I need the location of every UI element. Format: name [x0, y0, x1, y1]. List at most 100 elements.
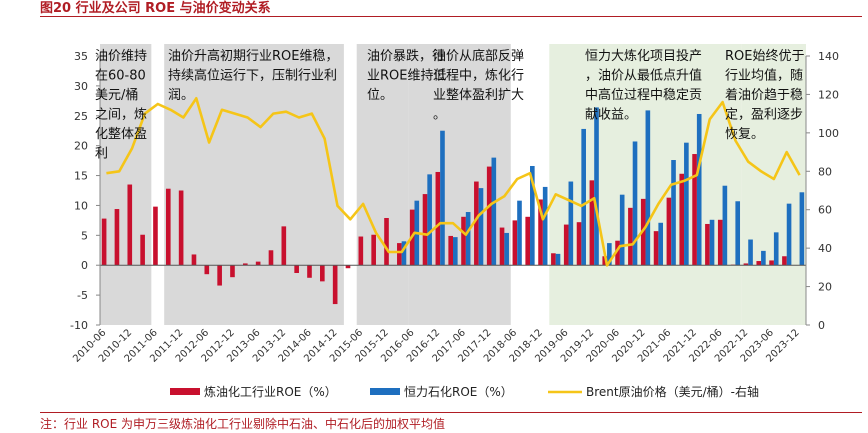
industry-roe-bar-2020-09: [628, 207, 633, 266]
industry-roe-bar-2023-03: [756, 261, 762, 266]
annotation-5: 恒力大炼化项目投产，油价从最低点升值中高位过程中稳定贡献收益。: [585, 48, 702, 123]
brent-line: [106, 97, 801, 267]
y-left-tick-label: 30: [74, 80, 88, 93]
industry-roe-bar-2014-09: [320, 265, 325, 282]
hengli-roe-bar-2022-09: [735, 201, 741, 266]
hengli-roe-bar-2021-12: [696, 113, 702, 266]
y-right-tick-label: 120: [818, 88, 839, 101]
hengli-roe-bar-2016-03: [401, 241, 407, 266]
industry-roe-bar-2017-03: [448, 235, 453, 266]
industry-roe-bar-2022-06: [717, 219, 723, 266]
y-left-tick-label: 25: [74, 110, 88, 123]
period-band-5: [549, 44, 742, 325]
hengli-roe-bar-2018-09: [530, 165, 535, 266]
y-left-tick-label: 15: [74, 170, 88, 183]
y-left-tick-label: -10: [70, 319, 88, 332]
industry-roe-bar-2018-09: [525, 216, 531, 266]
industry-roe-bar-2021-06: [666, 197, 672, 266]
y-left-tick-label: 10: [74, 199, 88, 212]
industry-roe-bar-2017-09: [474, 181, 479, 266]
period-band-3: [356, 44, 409, 325]
industry-roe-bar-2017-12: [486, 166, 492, 266]
industry-roe-bar-2013-06: [255, 261, 261, 266]
hengli-roe-bar-2022-03: [709, 219, 715, 266]
hengli-roe-bar-2021-03: [658, 222, 664, 266]
hengli-roe-bar-2023-12: [799, 192, 805, 266]
footnote-divider: [40, 412, 862, 413]
hengli-roe-bar-2017-12: [491, 157, 497, 266]
y-right-tick-label: 80: [818, 165, 832, 178]
industry-roe-bar-2019-12: [589, 180, 595, 266]
industry-roe-bar-2016-12: [435, 171, 441, 266]
industry-roe-bar-2014-03: [294, 265, 299, 273]
hengli-roe-bar-2020-06: [619, 194, 625, 266]
hengli-roe-bar-2018-12: [542, 186, 548, 266]
industry-roe-bar-2015-06: [358, 236, 364, 266]
industry-roe-bar-2011-03: [140, 234, 145, 266]
y-left-tick-label: 0: [81, 259, 88, 272]
industry-roe-bar-2016-09: [422, 194, 428, 266]
industry-roe-bar-2023-09: [782, 256, 787, 266]
hengli-roe-bar-2019-03: [555, 253, 561, 266]
industry-roe-bar-2023-06: [769, 260, 774, 266]
y-left-tick-label: 5: [81, 229, 88, 242]
annotation-6: ROE始终优于行业均值，随着油价趋于稳定，盈利逐步恢复。: [725, 48, 804, 142]
annotation-1: 油价维持在60-80 美元/桶之间，炼化整体盈利: [95, 49, 147, 162]
industry-roe-bar-2010-09: [114, 209, 120, 266]
y-right-tick-label: 20: [818, 281, 832, 294]
industry-roe-bar-2016-03: [397, 243, 402, 266]
hengli-roe-bar-2016-09: [427, 174, 432, 266]
industry-roe-bar-2021-03: [653, 231, 659, 266]
hengli-roe-bar-2022-12: [748, 239, 753, 266]
hengli-roe-bar-2018-03: [504, 232, 509, 266]
industry-roe-bar-2018-06: [512, 220, 518, 266]
industry-roe-bar-2021-09: [679, 173, 685, 266]
industry-roe-bar-2013-09: [268, 250, 274, 266]
industry-roe-bar-2014-12: [332, 265, 338, 305]
hengli-roe-bar-2019-06: [568, 181, 574, 266]
hengli-roe-bar-2019-12: [594, 107, 599, 266]
y-right-tick-label: 60: [818, 204, 832, 217]
hengli-roe-bar-2021-06: [671, 160, 676, 266]
y-left-tick-label: -5: [77, 289, 88, 302]
footnote: 注：行业 ROE 为申万三级炼油化工行业剔除中石油、中石化后的加权平均值: [40, 417, 445, 431]
legend-swatch-2: [370, 388, 400, 395]
y-right-tick-label: 40: [818, 242, 832, 255]
industry-roe-bar-2015-03: [345, 265, 351, 269]
y-right-tick-label: 100: [818, 127, 839, 140]
industry-roe-bar-2015-12: [384, 217, 389, 266]
hengli-roe-bar-2019-09: [581, 128, 586, 266]
industry-roe-bar-2021-12: [692, 154, 697, 266]
legend-label-1: 炼油化工行业ROE（%）: [204, 384, 337, 399]
hengli-roe-bar-2020-03: [607, 243, 612, 266]
industry-roe-bar-2011-06: [153, 206, 158, 266]
industry-roe-bar-2010-06: [101, 218, 107, 266]
hengli-roe-bar-2018-06: [517, 200, 522, 266]
hengli-roe-bar-2023-09: [786, 203, 792, 266]
industry-roe-bar-2010-12: [127, 184, 133, 266]
y-right-tick-label: 140: [818, 50, 839, 63]
industry-roe-bar-2012-12: [230, 265, 235, 278]
bar-group: [101, 107, 805, 305]
hengli-roe-bar-2017-03: [453, 237, 458, 266]
annotation-3: 油价暴跌，行业ROE维持低位。: [367, 48, 446, 103]
hengli-roe-bar-2021-09: [684, 142, 689, 266]
hengli-roe-bar-2022-06: [722, 185, 728, 266]
industry-roe-bar-2017-06: [461, 216, 466, 266]
legend-swatch-1: [170, 388, 200, 395]
hengli-roe-bar-2016-12: [440, 130, 445, 266]
industry-roe-bar-2013-03: [242, 263, 248, 266]
hengli-roe-bar-2020-09: [632, 141, 638, 266]
industry-roe-bar-2015-09: [371, 234, 376, 266]
legend: 炼油化工行业ROE（%） 恒力石化ROE（%） Brent原油价格（美元/桶）-右轴: [170, 384, 759, 399]
title-divider: [40, 16, 862, 17]
hengli-roe-bar-2023-03: [761, 250, 766, 266]
legend-label-2: 恒力石化ROE（%）: [404, 385, 513, 399]
hengli-roe-bar-2020-12: [645, 110, 651, 266]
annotation-group: 油价维持在60-80 美元/桶之间，炼化整体盈利油价升高初期行业ROE维稳，持续高…: [95, 48, 804, 162]
industry-roe-bar-2019-06: [563, 224, 569, 266]
industry-roe-bar-2019-03: [551, 253, 556, 266]
industry-roe-bar-2019-09: [576, 222, 582, 266]
industry-roe-bar-2020-03: [602, 256, 608, 266]
industry-roe-bar-2020-06: [615, 240, 620, 266]
